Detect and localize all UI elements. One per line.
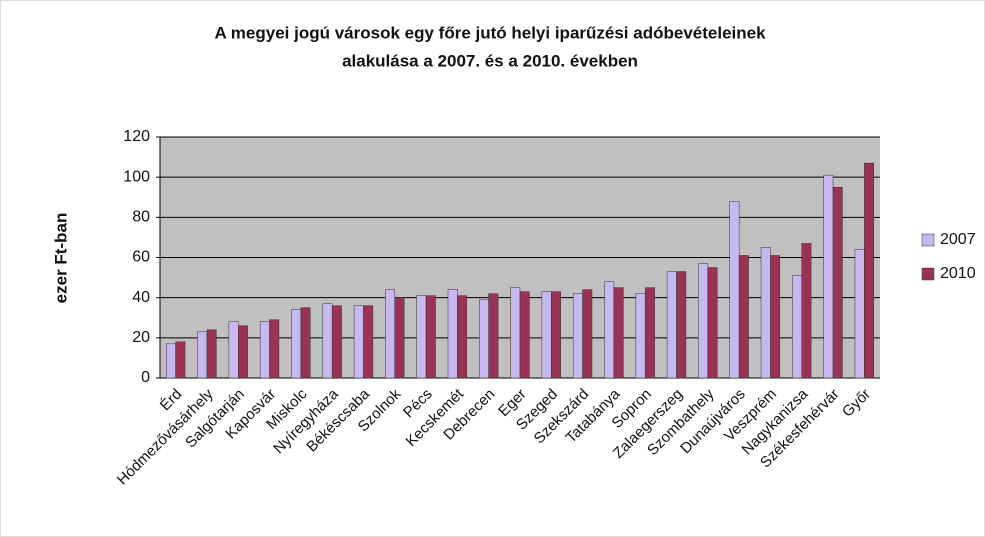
bar: [644, 287, 655, 379]
bar: [510, 287, 521, 379]
y-tick-label: 120: [123, 128, 150, 145]
bar: [832, 186, 843, 379]
bar: [854, 249, 865, 379]
bar: [238, 325, 248, 379]
bar: [551, 291, 561, 379]
y-tick-label: 0: [141, 369, 150, 386]
bar: [394, 297, 405, 379]
bar: [707, 267, 718, 379]
bar: [425, 295, 436, 379]
bar: [479, 299, 489, 379]
bar: [269, 319, 280, 379]
bar: [760, 247, 771, 379]
y-tick-label: 60: [132, 249, 150, 266]
bar: [541, 291, 552, 379]
bar: [666, 271, 677, 379]
bar: [823, 174, 834, 379]
y-axis-label: ezer Ft-ban: [51, 213, 70, 304]
bar: [385, 289, 396, 379]
bar: [228, 321, 239, 379]
bar: [447, 289, 458, 379]
y-tick-label: 20: [132, 329, 150, 346]
bar: [166, 343, 176, 379]
bar: [259, 321, 270, 379]
bar: [738, 255, 749, 379]
bar: [801, 243, 812, 379]
bar: [792, 275, 802, 379]
bar: [582, 289, 593, 379]
bar: [770, 255, 781, 379]
bar: [416, 295, 427, 379]
bar: [604, 281, 615, 379]
bar: [291, 309, 302, 379]
bar: [206, 329, 217, 379]
bar: [300, 307, 311, 379]
legend-swatch: [921, 233, 935, 247]
y-tick-label: 40: [132, 289, 150, 306]
bar: [729, 201, 740, 379]
bar: [864, 162, 874, 379]
bar: [353, 305, 364, 379]
legend-swatch: [921, 267, 935, 281]
bar: [197, 331, 208, 379]
bar: [698, 263, 709, 379]
bar: [676, 271, 687, 379]
bar: [519, 291, 530, 379]
chart-title: A megyei jogú városok egy főre jutó hely…: [214, 23, 766, 42]
bar: [635, 293, 646, 379]
bar: [322, 303, 333, 379]
chart-title: alakulása a 2007. és a 2010. években: [342, 51, 638, 70]
bar: [488, 293, 499, 379]
bar: [331, 305, 342, 379]
legend-label: 2010: [940, 265, 976, 282]
y-tick-label: 80: [132, 209, 150, 226]
legend-label: 2007: [940, 231, 976, 248]
bar: [457, 295, 468, 379]
bar: [613, 287, 624, 379]
bar: [363, 305, 374, 379]
bar: [572, 293, 583, 379]
y-tick-label: 100: [123, 168, 150, 185]
bar: [175, 341, 186, 379]
